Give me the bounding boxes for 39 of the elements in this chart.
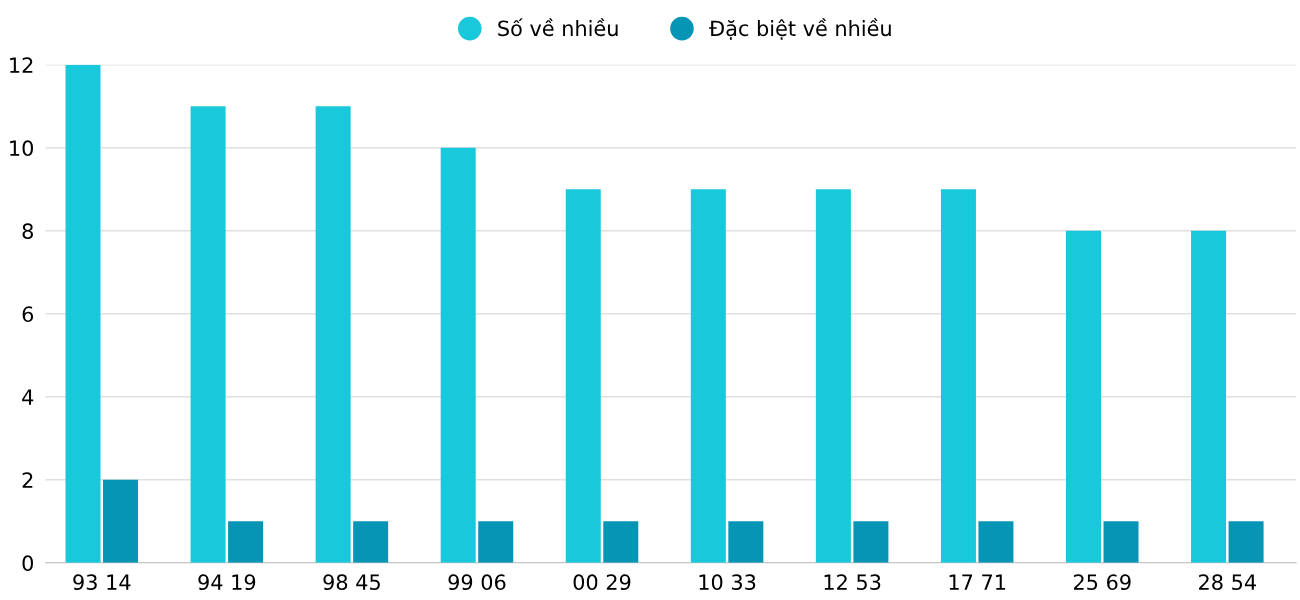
legend-label: Đặc biệt về nhiều	[709, 18, 891, 40]
bar	[353, 521, 389, 563]
x-tick-label: 10 33	[699, 574, 756, 591]
x-tick-label: 25 69	[1073, 574, 1131, 591]
bar	[853, 521, 889, 563]
bar	[940, 189, 976, 563]
bar	[65, 64, 101, 563]
bar	[1228, 521, 1264, 563]
y-tick-label: 8	[22, 223, 33, 240]
y-tick-label: 0	[22, 555, 34, 572]
bar	[478, 521, 514, 563]
bar	[1103, 521, 1139, 563]
x-tick-label: 12 53	[824, 574, 881, 591]
bar	[1191, 230, 1227, 563]
y-tick-label: 10	[10, 140, 34, 157]
bar	[315, 106, 351, 563]
bar	[815, 189, 851, 563]
x-tick-label: 17 71	[949, 574, 1006, 590]
bar	[603, 521, 639, 563]
bar	[978, 521, 1014, 563]
y-tick-label: 12	[10, 57, 33, 73]
bar	[103, 479, 139, 563]
x-tick-label: 94 19	[198, 574, 256, 591]
x-tick-label: 93 14	[73, 574, 131, 591]
x-tick-label: 28 54	[1199, 574, 1256, 591]
x-tick-label: 99 06	[448, 574, 506, 591]
bar	[190, 106, 226, 563]
bar	[565, 189, 601, 563]
bar	[1065, 230, 1102, 563]
x-tick-label: 98 45	[323, 574, 380, 591]
bar	[228, 521, 264, 563]
y-tick-label: 2	[22, 472, 33, 488]
x-tick-label: 00 29	[573, 574, 631, 591]
bar	[440, 147, 476, 563]
legend-label: Số về nhiều	[498, 18, 618, 37]
bar	[728, 521, 764, 563]
y-tick-label: 4	[22, 389, 34, 405]
y-tick-label: 6	[22, 306, 34, 323]
bar	[690, 189, 726, 563]
